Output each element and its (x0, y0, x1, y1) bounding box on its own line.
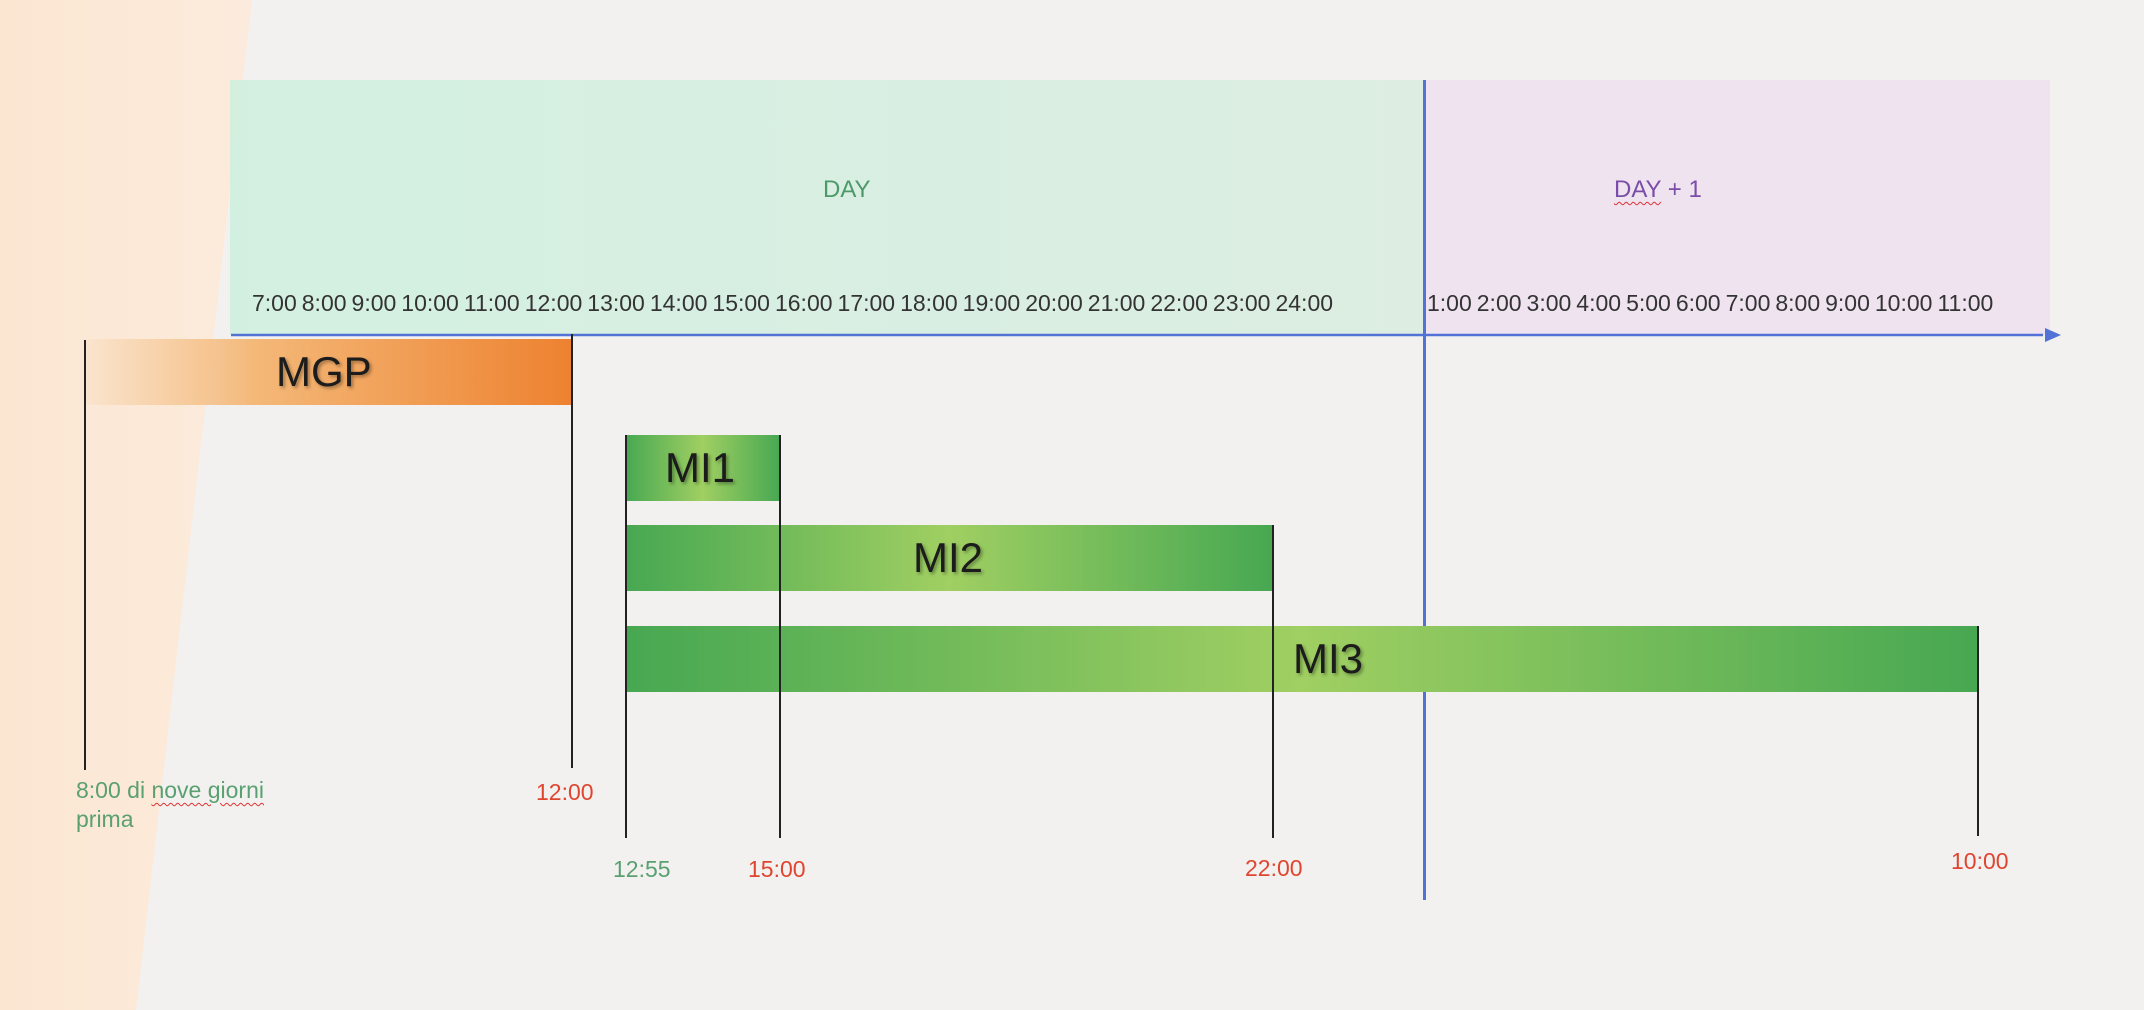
mi1-bar: MI1 (625, 435, 780, 501)
day-hour-label: 9:00 (351, 290, 397, 316)
next-day-hour-label: 10:00 (1874, 290, 1933, 316)
day-hour-labels: 7:00 8:00 9:00 10:00 11:00 12:00 13:00 14:00 15:… (252, 290, 1333, 320)
day-plus-one-word: DAY (1614, 176, 1662, 203)
next-day-hour-label: 2:00 (1476, 290, 1522, 316)
mi2-end-line (1272, 525, 1274, 838)
mi1-end-line (779, 435, 781, 838)
mi3-end-line (1977, 626, 1979, 836)
mi1-end-time: 15:00 (748, 856, 806, 882)
mi3-end-time: 10:00 (1951, 848, 2009, 874)
next-day-hour-label: 4:00 (1576, 290, 1622, 316)
day-hour-label: 21:00 (1087, 290, 1146, 316)
mi-start-time: 12:55 (613, 856, 671, 882)
day-hour-label: 16:00 (774, 290, 833, 316)
day-hour-label: 24:00 (1275, 290, 1334, 316)
next-day-hour-label: 3:00 (1526, 290, 1572, 316)
mi3-bar-label: MI3 (1293, 635, 1364, 682)
next-day-hour-label: 9:00 (1825, 290, 1870, 316)
day-plus-one-band (1425, 80, 2050, 335)
day-hour-label: 14:00 (649, 290, 708, 316)
day-plus-one-band-label: DAY + 1 (1614, 176, 1702, 204)
day-hour-label: 20:00 (1025, 290, 1083, 316)
mgp-start-time-part-b: nove giorni (151, 777, 264, 803)
day-band-label: DAY (823, 176, 871, 203)
day-hour-label: 18:00 (900, 290, 958, 316)
day-hour-label: 23:00 (1212, 290, 1271, 316)
day-hour-label: 7:00 (252, 290, 297, 316)
mgp-start-time: 8:00 di nove giorni prima (76, 776, 264, 834)
next-day-hour-label: 6:00 (1675, 290, 1721, 316)
day-hour-label: 15:00 (712, 290, 770, 316)
mi3-bar: MI3 (625, 626, 1978, 692)
day-hour-label: 19:00 (962, 290, 1021, 316)
next-day-hour-labels: 1:00 2:00 3:00 4:00 5:00 6:00 7:00 8:00 9:00 10:0… (1427, 290, 1993, 320)
next-day-hour-label: 11:00 (1937, 290, 1994, 316)
mi-start-line (625, 435, 627, 838)
mgp-end-time: 12:00 (536, 779, 594, 805)
time-axis (231, 328, 2061, 342)
mgp-start-time-part-a: 8:00 di (76, 777, 152, 803)
mgp-bar: MGP (86, 339, 571, 405)
mgp-start-time-part-c: prima (76, 806, 134, 832)
midnight-divider (1423, 80, 1426, 900)
day-hour-label: 13:00 (587, 290, 645, 316)
mgp-end-line (571, 334, 573, 768)
axis-arrow-icon (2045, 328, 2061, 342)
mgp-bar-label: MGP (276, 348, 372, 395)
day-hour-label: 17:00 (837, 290, 896, 316)
next-day-hour-label: 8:00 (1775, 290, 1821, 316)
mi2-bar-label: MI2 (913, 534, 984, 581)
day-hour-label: 11:00 (463, 290, 520, 316)
next-day-hour-label: 5:00 (1626, 290, 1671, 316)
day-hour-label: 12:00 (524, 290, 583, 316)
mi2-bar: MI2 (625, 525, 1272, 591)
day-hour-label: 8:00 (301, 290, 347, 316)
day-plus-one-suffix: + 1 (1661, 176, 1702, 203)
mgp-start-line (84, 340, 86, 770)
day-hour-label: 10:00 (401, 290, 459, 316)
next-day-hour-label: 7:00 (1725, 290, 1771, 316)
day-hour-label: 22:00 (1150, 290, 1208, 316)
mi1-bar-label: MI1 (665, 444, 736, 491)
next-day-hour-label: 1:00 (1427, 290, 1472, 316)
day-band (230, 80, 1425, 335)
mi2-end-time: 22:00 (1245, 855, 1303, 881)
